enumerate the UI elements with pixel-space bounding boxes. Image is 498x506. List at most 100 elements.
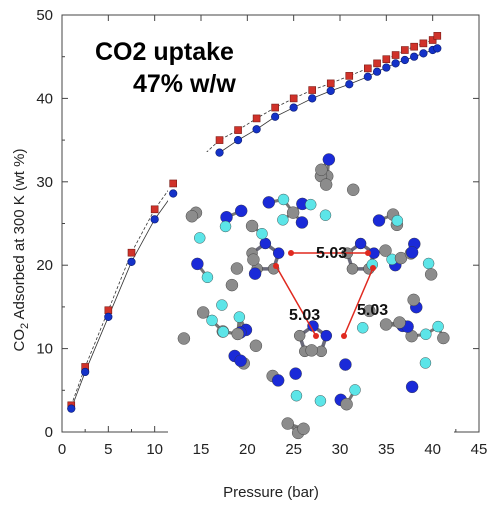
series-1-point-4: [150, 215, 159, 224]
x-tick-label-0: 0: [58, 441, 66, 458]
series-0-point-6: [215, 136, 224, 144]
series-1-point-5: [169, 189, 178, 198]
series-1-point-1: [81, 367, 90, 377]
atom-11: [379, 318, 393, 331]
series-0-point-14: [363, 64, 372, 73]
distance-endpoint-0: [288, 250, 294, 256]
atom-20: [340, 398, 353, 411]
series-1-point-0: [67, 404, 76, 413]
atom-1: [419, 357, 432, 369]
series-1-point-3: [127, 257, 136, 266]
atom-47: [194, 232, 206, 244]
atom-60: [322, 153, 336, 166]
distance-endpoint-1: [365, 250, 371, 256]
distance-label-0: 5.03: [316, 245, 347, 262]
series-0-point-8: [252, 114, 261, 123]
chart-labels: CO2 uptake 47% w/w Pressure (bar) CO2 Ad…: [11, 38, 319, 501]
y-axis-title-main: CO: [11, 329, 28, 352]
series-1-point-18: [400, 55, 409, 65]
y-axis-title-subscript: 2: [19, 323, 31, 329]
series-0-point-22: [433, 32, 442, 40]
atom-41: [217, 326, 229, 338]
distance-label-1: 5.03: [289, 307, 320, 324]
series-0-point-21: [428, 36, 437, 44]
series-0-point-2: [104, 306, 113, 315]
atom-58: [286, 206, 300, 219]
molecular-structure-inset: 5.03 5.03 5.03: [168, 152, 454, 440]
y-tick-label-3: 30: [36, 174, 53, 191]
series-0-point-7: [234, 126, 242, 134]
atom-22: [339, 358, 352, 371]
atom-65: [319, 209, 332, 221]
ring-atom: [346, 263, 359, 275]
atom-29: [233, 311, 246, 323]
series-0-point-10: [289, 94, 298, 103]
x-tick-label-2: 10: [146, 441, 163, 458]
y-axis-title: CO2 Adsorbed at 300 K (wt %): [11, 149, 31, 352]
atom-66: [315, 163, 328, 176]
atom-48: [225, 278, 239, 292]
atom-27: [290, 390, 303, 402]
x-tick-label-1: 5: [104, 441, 112, 458]
series-1-point-19: [410, 52, 419, 61]
atom-3: [363, 304, 376, 318]
atom-52: [247, 253, 260, 266]
distance-line-right: [343, 267, 374, 337]
series-0-point-15: [373, 59, 381, 68]
atom-45: [230, 262, 244, 275]
series-0-point-12: [326, 79, 335, 88]
series-1-point-12: [326, 86, 335, 95]
atom-12: [405, 380, 419, 394]
atom-57: [277, 214, 289, 226]
x-axis-title: Pressure (bar): [223, 484, 319, 501]
series-0-point-17: [391, 51, 400, 59]
y-tick-label-1: 10: [36, 341, 53, 358]
series-1-point-15: [372, 67, 382, 76]
ring-atom: [272, 247, 285, 259]
annotation-line2: 47% w/w: [133, 70, 236, 98]
atom-64: [262, 196, 276, 209]
series-0-point-4: [150, 205, 159, 214]
atom-25: [297, 422, 310, 435]
y-tick-label-2: 20: [36, 257, 53, 274]
series-0-point-3: [127, 248, 136, 257]
series-0-point-9: [271, 103, 279, 112]
ring-atom: [259, 237, 272, 250]
series-0-point-13: [345, 72, 354, 80]
series-1-point-13: [345, 80, 354, 89]
series-1-point-7: [233, 136, 243, 145]
atom-73: [379, 244, 392, 257]
series-1-point-22: [433, 44, 442, 53]
distance-endpoint-2: [273, 263, 279, 269]
x-tick-label-8: 40: [424, 441, 441, 458]
series-1-point-14: [363, 72, 372, 81]
ring-atom: [320, 329, 333, 342]
atom-26: [271, 374, 285, 387]
distance-endpoint-5: [341, 333, 347, 339]
annotation-line1: CO2 uptake: [95, 38, 234, 66]
atom-75: [422, 257, 435, 270]
series-1-point-20: [419, 49, 428, 58]
atom-38: [231, 327, 244, 341]
atom-16: [281, 417, 294, 430]
atom-23: [314, 395, 327, 407]
series-1-point-10: [289, 103, 298, 112]
ring-atom: [293, 329, 306, 342]
series-0-point-16: [382, 55, 391, 64]
series-0-line: [70, 35, 438, 406]
atom-6: [437, 331, 450, 345]
series-0-point-19: [410, 42, 418, 51]
inset-atoms: [177, 153, 450, 440]
atom-54: [191, 257, 204, 271]
atom-46: [235, 204, 248, 218]
atom-55: [201, 271, 214, 284]
y-axis-title-rest: Adsorbed at 300 K (wt %): [11, 149, 28, 323]
atom-13: [432, 320, 444, 333]
series-1-point-16: [382, 63, 391, 72]
series-0-point-18: [401, 46, 409, 54]
ring-atom: [354, 237, 367, 250]
atom-82: [405, 246, 419, 259]
y-tick-label-5: 50: [36, 7, 53, 24]
series-1-point-6: [215, 148, 224, 157]
